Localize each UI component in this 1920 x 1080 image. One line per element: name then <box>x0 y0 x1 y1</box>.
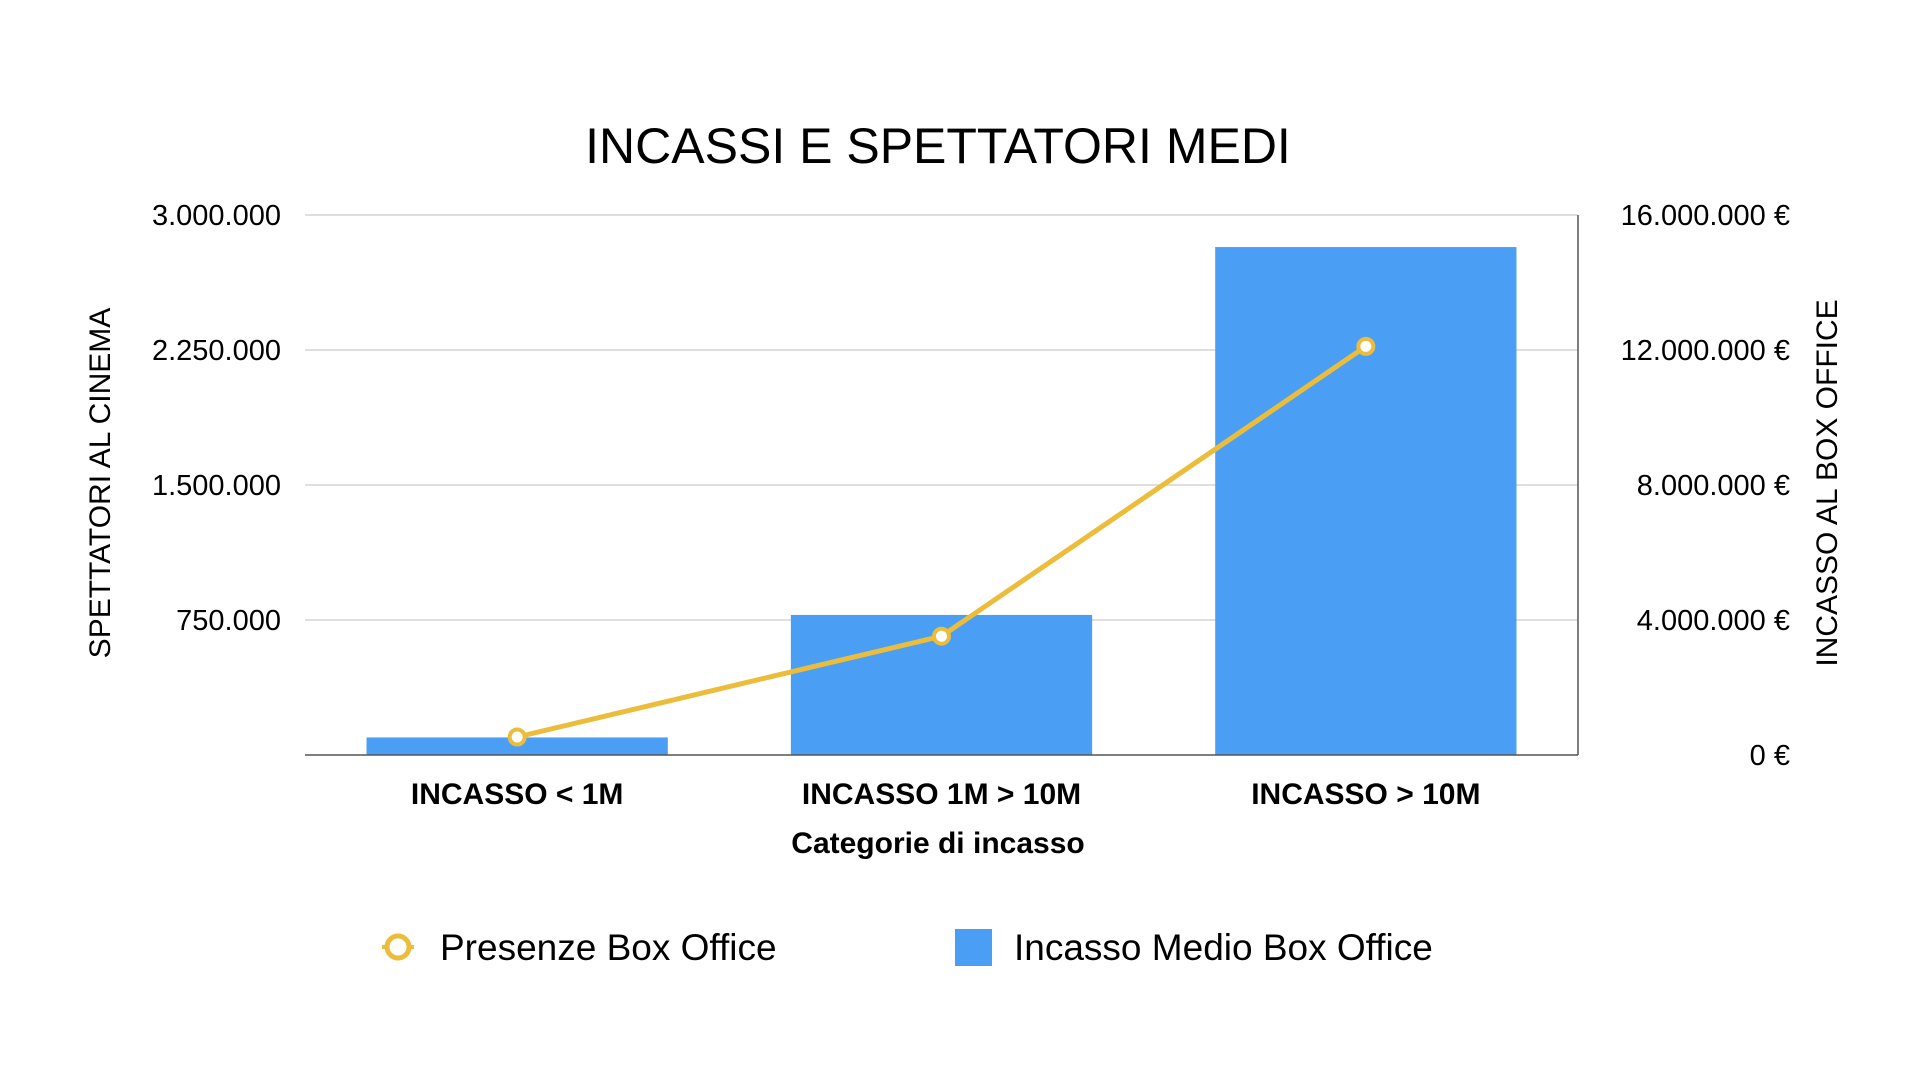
right-tick-label: 4.000.000 € <box>1637 605 1790 637</box>
left-tick-label: 2.250.000 <box>152 335 281 367</box>
x-axis-title: Categorie di incasso <box>791 827 1084 860</box>
line-point <box>507 727 527 747</box>
right-tick-label: 16.000.000 € <box>1621 200 1790 232</box>
left-tick-label: 3.000.000 <box>152 200 281 232</box>
legend: Presenze Box Office Incasso Medio Box Of… <box>382 927 1433 968</box>
left-tick-label: 750.000 <box>176 605 281 637</box>
right-axis-ticks: 0 € 4.000.000 € 8.000.000 € 12.000.000 € 16.… <box>1621 200 1790 772</box>
right-axis-title: INCASSO AL BOX OFFICE <box>1811 299 1844 666</box>
line-series <box>507 336 1376 747</box>
left-axis-ticks: 750.000 1.500.000 2.250.000 3.000.000 <box>152 200 281 637</box>
line-point <box>1356 336 1376 356</box>
right-tick-label: 8.000.000 € <box>1637 470 1790 502</box>
category-label: INCASSO > 10M <box>1251 778 1480 811</box>
legend-item-bar: Incasso Medio Box Office <box>955 927 1433 968</box>
left-tick-label: 1.500.000 <box>152 470 281 502</box>
legend-line-marker <box>384 933 412 961</box>
legend-label-line: Presenze Box Office <box>440 927 777 968</box>
chart-title: INCASSI E SPETTATORI MEDI <box>585 118 1291 174</box>
bar-series <box>366 247 1517 755</box>
right-tick-label: 0 € <box>1750 740 1790 772</box>
line-point <box>932 626 951 646</box>
bar <box>1215 247 1517 755</box>
legend-label-bar: Incasso Medio Box Office <box>1014 927 1433 968</box>
legend-bar-swatch <box>955 929 992 966</box>
category-labels: INCASSO < 1M INCASSO 1M > 10M INCASSO > 10… <box>411 778 1481 811</box>
right-tick-label: 12.000.000 € <box>1621 335 1790 367</box>
left-axis-title: SPETTATORI AL CINEMA <box>84 308 117 659</box>
category-label: INCASSO < 1M <box>411 778 624 811</box>
category-label: INCASSO 1M > 10M <box>802 778 1081 811</box>
legend-item-line: Presenze Box Office <box>382 927 777 968</box>
